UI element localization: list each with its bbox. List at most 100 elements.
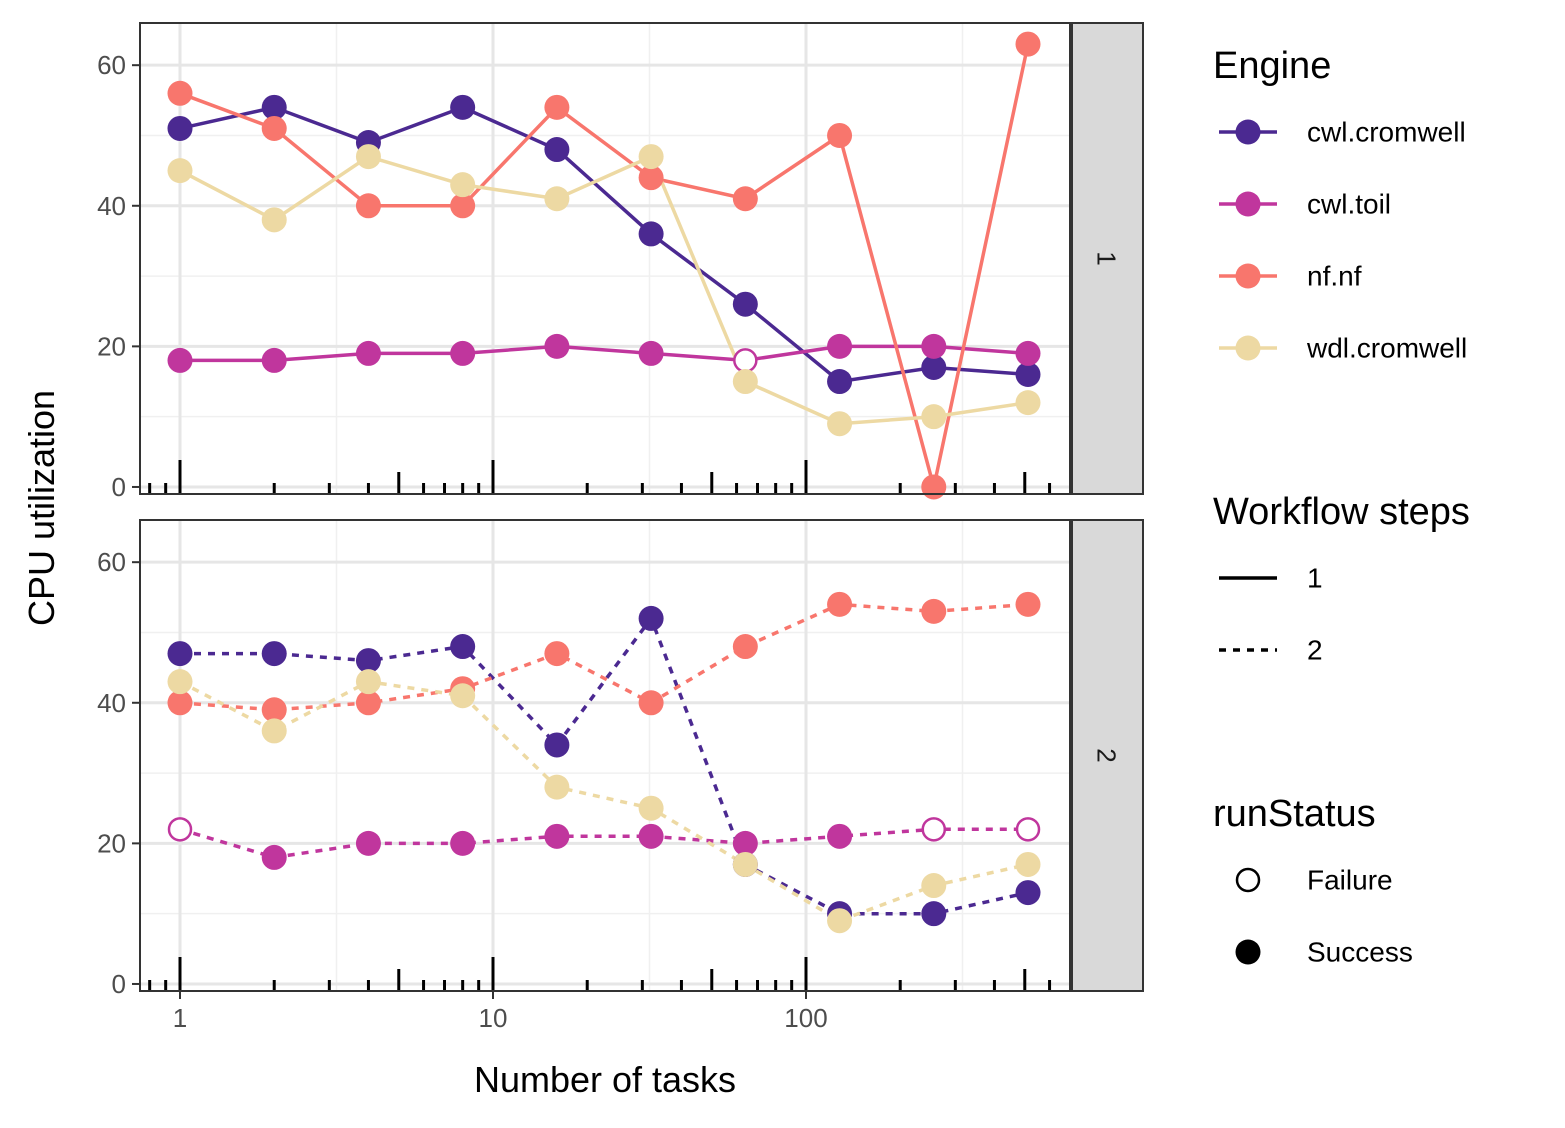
data-point-wdl.cromwell xyxy=(827,411,853,437)
legend-label: 1 xyxy=(1307,563,1323,594)
y-tick-label: 60 xyxy=(97,50,126,80)
data-point-wdl.cromwell xyxy=(450,683,476,709)
y-tick-label: 0 xyxy=(112,969,126,999)
y-tick-label: 20 xyxy=(97,331,126,361)
data-point-cwl.cromwell xyxy=(544,732,570,758)
legend-title: Engine xyxy=(1213,45,1331,87)
legend-label: Success xyxy=(1307,937,1413,968)
series-line-nf.nf xyxy=(179,43,1030,488)
data-point-nf.nf xyxy=(732,634,758,660)
data-point-cwl.cromwell xyxy=(544,137,570,163)
data-point-nf.nf xyxy=(450,193,476,219)
data-point-cwl.toil xyxy=(355,340,381,366)
data-point-cwl.toil xyxy=(638,340,664,366)
data-point-wdl.cromwell xyxy=(1015,851,1041,877)
axes: 0 20 40 60 0 20 40 60 1 10 100 xyxy=(97,50,828,1033)
panel-2: 2 xyxy=(139,519,1144,992)
data-point-cwl.cromwell xyxy=(1015,361,1041,387)
data-point-cwl.cromwell xyxy=(167,115,193,141)
legend-key-point xyxy=(1235,335,1261,361)
data-point-nf.nf xyxy=(1015,591,1041,617)
legend-group-2: runStatus Failure Success xyxy=(1213,793,1413,968)
data-point-cwl.cromwell xyxy=(921,354,947,380)
data-point-nf.nf xyxy=(355,193,381,219)
legend-title: runStatus xyxy=(1213,793,1376,835)
data-point-cwl.toil xyxy=(1015,817,1041,842)
data-point-cwl.cromwell xyxy=(355,648,381,674)
facet-strip-label: 1 xyxy=(1092,251,1122,265)
y-tick-label: 40 xyxy=(97,688,126,718)
data-point-wdl.cromwell xyxy=(732,851,758,877)
panel-border xyxy=(139,22,1071,495)
data-point-cwl.toil xyxy=(450,340,476,366)
data-point-wdl.cromwell xyxy=(921,404,947,430)
data-point-cwl.cromwell xyxy=(450,94,476,120)
data-point-cwl.cromwell xyxy=(827,369,853,395)
data-point-cwl.toil xyxy=(261,844,287,870)
facet-panels: 12 xyxy=(139,22,1144,992)
legend-label: nf.nf xyxy=(1307,261,1362,292)
data-point-cwl.toil xyxy=(1015,340,1041,366)
data-point-nf.nf xyxy=(355,690,381,716)
data-point-cwl.toil xyxy=(638,823,664,849)
panel-1: 1 xyxy=(139,22,1144,500)
data-point-cwl.cromwell xyxy=(921,901,947,927)
data-point-cwl.cromwell xyxy=(732,291,758,317)
facet-strip xyxy=(1071,519,1144,992)
y-tick-label: 40 xyxy=(97,191,126,221)
data-point-nf.nf xyxy=(261,115,287,141)
data-point-nf.nf xyxy=(921,474,947,500)
legend: Engine cwl.cromwell cwl.toil nf.nf wdl.cromw… xyxy=(1213,45,1470,968)
legend-label: cwl.toil xyxy=(1307,189,1391,220)
data-point-cwl.cromwell xyxy=(450,634,476,660)
data-point-wdl.cromwell xyxy=(827,908,853,934)
legend-label: cwl.cromwell xyxy=(1307,117,1466,148)
data-point-cwl.toil xyxy=(167,817,193,842)
data-point-nf.nf xyxy=(638,690,664,716)
data-point-wdl.cromwell xyxy=(261,718,287,744)
y-tick-label: 20 xyxy=(97,828,126,858)
data-point-nf.nf xyxy=(921,598,947,624)
data-point-wdl.cromwell xyxy=(450,172,476,198)
x-tick-label: 1 xyxy=(173,1003,187,1033)
data-point-wdl.cromwell xyxy=(1015,390,1041,416)
data-point-wdl.cromwell xyxy=(544,186,570,212)
y-axis-title: CPU utilization xyxy=(21,390,62,626)
data-point-wdl.cromwell xyxy=(261,207,287,233)
legend-key-point xyxy=(1235,191,1261,217)
data-point-cwl.toil xyxy=(355,830,381,856)
x-axis-title: Number of tasks xyxy=(474,1059,736,1100)
legend-label: Failure xyxy=(1307,865,1393,896)
series-line-cwl.toil xyxy=(180,344,1029,363)
data-point-wdl.cromwell xyxy=(638,795,664,821)
data-point-cwl.cromwell xyxy=(1015,880,1041,906)
data-point-wdl.cromwell xyxy=(167,158,193,184)
data-point-wdl.cromwell xyxy=(638,144,664,170)
data-point-nf.nf xyxy=(261,697,287,723)
data-point-cwl.toil xyxy=(544,333,570,359)
data-point-wdl.cromwell xyxy=(355,144,381,170)
data-point-wdl.cromwell xyxy=(732,369,758,395)
data-point-cwl.toil xyxy=(544,823,570,849)
legend-key-shape xyxy=(1235,939,1261,965)
data-point-cwl.cromwell xyxy=(261,94,287,120)
data-point-cwl.cromwell xyxy=(638,605,664,631)
data-point-nf.nf xyxy=(827,591,853,617)
legend-group-1: Workflow steps 1 2 xyxy=(1213,491,1470,666)
facet-strip-label: 2 xyxy=(1092,748,1122,762)
data-point-cwl.toil xyxy=(261,347,287,373)
series-line-cwl.toil xyxy=(179,827,1028,860)
data-point-wdl.cromwell xyxy=(167,669,193,695)
data-point-wdl.cromwell xyxy=(921,873,947,899)
data-point-nf.nf xyxy=(732,186,758,212)
y-tick-label: 60 xyxy=(97,547,126,577)
panel-border xyxy=(139,519,1071,992)
data-point-wdl.cromwell xyxy=(544,774,570,800)
series-line-cwl.cromwell xyxy=(179,105,1029,384)
data-point-nf.nf xyxy=(638,165,664,191)
legend-title: Workflow steps xyxy=(1213,491,1470,533)
data-point-nf.nf xyxy=(167,690,193,716)
series-line-wdl.cromwell xyxy=(179,679,1029,923)
series-line-wdl.cromwell xyxy=(179,154,1029,426)
